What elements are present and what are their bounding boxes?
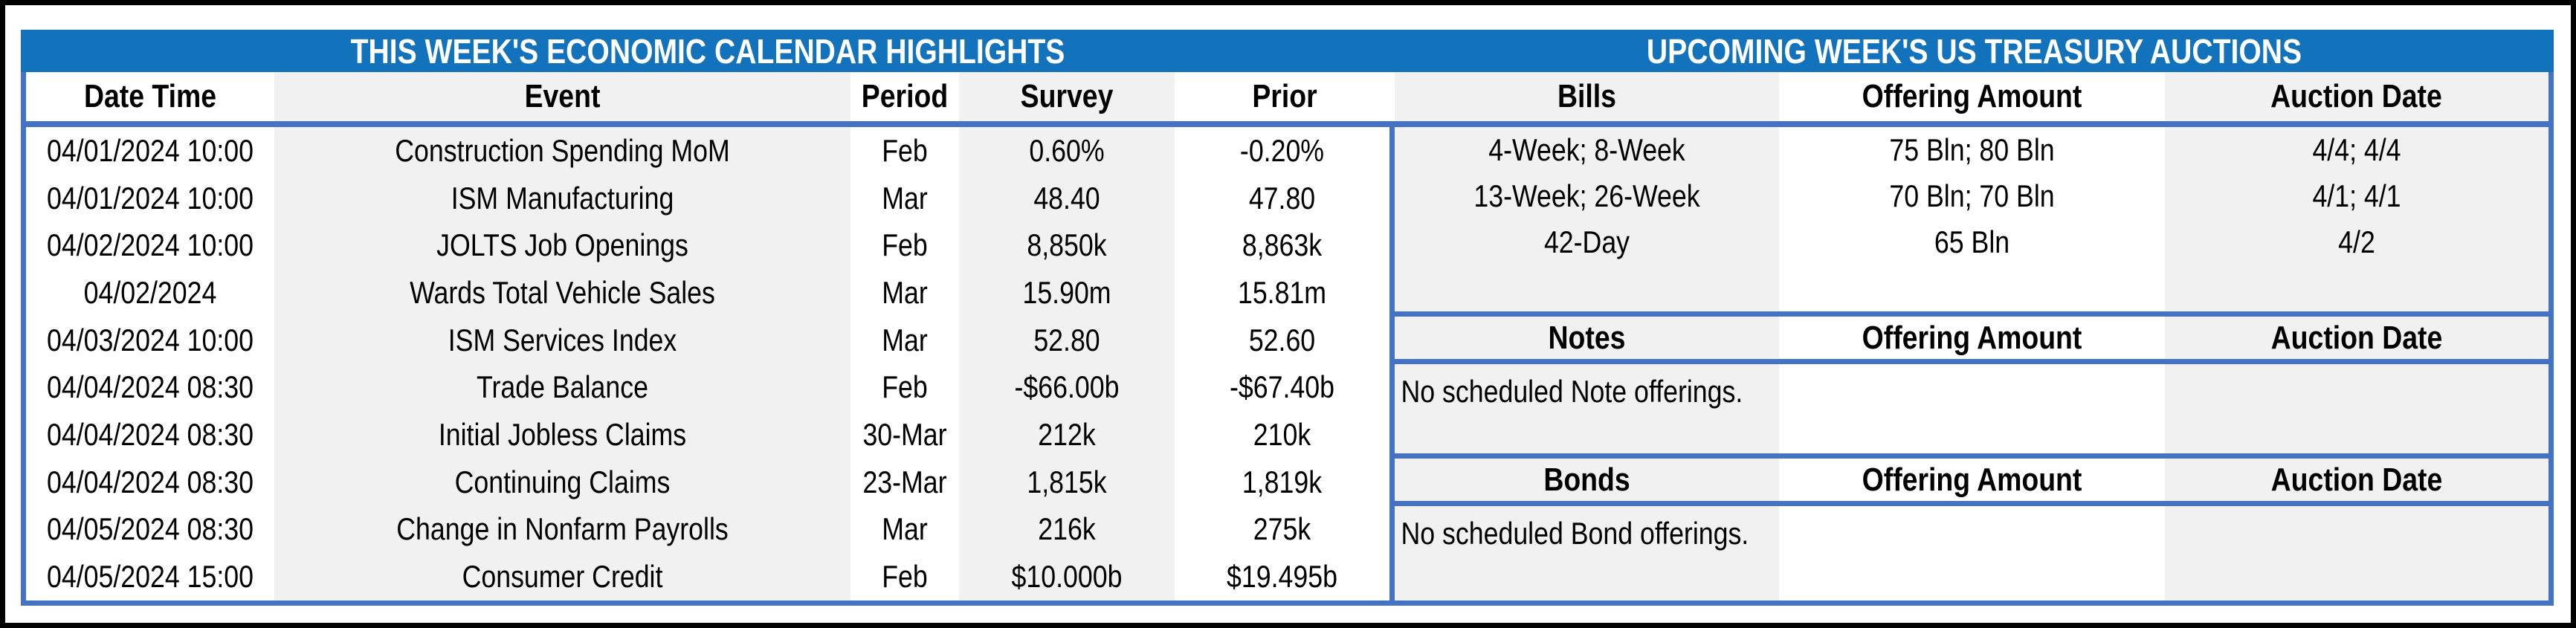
bonds-header-row: Bonds Offering Amount Auction Date: [1395, 459, 2548, 506]
cell-period: Feb: [882, 132, 928, 168]
cell-survey: $10.000b: [1011, 559, 1123, 595]
econ-auction-table: THIS WEEK'S ECONOMIC CALENDAR HIGHLIGHTS…: [21, 30, 2554, 606]
cell-survey: 216k: [1038, 511, 1096, 547]
cell-empty: [1808, 506, 2136, 601]
cell-datetime: 04/03/2024 10:00: [47, 322, 254, 357]
cell-event: ISM Services Index: [448, 322, 677, 357]
cell-period: 30-Mar: [862, 416, 947, 452]
header-notes: Notes: [1548, 319, 1626, 356]
cell-prior: -$67.40b: [1230, 369, 1334, 405]
header-bills: Bills: [1557, 78, 1616, 114]
cell-prior: 275k: [1253, 511, 1311, 547]
header-separator: [21, 121, 2554, 127]
header-event: Event: [524, 78, 601, 114]
title-bar: THIS WEEK'S ECONOMIC CALENDAR HIGHLIGHTS…: [21, 30, 2554, 72]
cell-datetime: 04/04/2024 08:30: [47, 369, 254, 405]
column-header-row: Date Time Event Period Survey Prior Bill…: [21, 72, 2554, 121]
header-offering-amount: Offering Amount: [1862, 78, 2082, 114]
cell-security: 42-Day: [1543, 224, 1630, 259]
cell-datetime: 04/02/2024: [83, 274, 217, 310]
cell-survey: 8,850k: [1027, 227, 1107, 263]
cell-offering-amount: 70 Bln; 70 Bln: [1889, 178, 2055, 213]
cell-survey: -$66.00b: [1014, 369, 1120, 405]
cell-datetime: 04/01/2024 10:00: [47, 132, 254, 168]
calendar-body-grid: 04/01/2024 10:00 Construction Spending M…: [26, 127, 1389, 601]
cell-survey: 15.90m: [1022, 274, 1111, 310]
cell-survey: 52.80: [1033, 322, 1100, 357]
cell-period: Mar: [882, 180, 928, 216]
auctions-title: UPCOMING WEEK'S US TREASURY AUCTIONS: [1646, 31, 2302, 71]
cell-event: ISM Manufacturing: [451, 180, 674, 216]
cell-period: Mar: [882, 511, 928, 547]
cell-prior: 52.60: [1248, 322, 1316, 357]
cell-prior: 8,863k: [1242, 227, 1323, 263]
cell-auction-date: 4/2: [2338, 224, 2375, 259]
auctions-body: 4-Week; 8-Week 75 Bln; 80 Bln 4/4; 4/4 1…: [1395, 127, 2548, 601]
cell-prior: 210k: [1253, 416, 1311, 452]
header-datetime: Date Time: [83, 78, 217, 114]
notes-message-row: No scheduled Note offerings.: [1395, 364, 2548, 459]
cell-prior: -0.20%: [1239, 132, 1325, 168]
cell-offering-amount: 65 Bln: [1934, 224, 2010, 259]
cell-datetime: 04/01/2024 10:00: [47, 180, 254, 216]
cell-period: Mar: [882, 274, 928, 310]
cell-datetime: 04/04/2024 08:30: [47, 416, 254, 452]
cell-empty: [2194, 265, 2520, 311]
notes-message: No scheduled Note offerings.: [1401, 374, 1743, 409]
cell-empty: [1808, 364, 2136, 453]
cell-survey: 48.40: [1033, 180, 1100, 216]
cell-event: Initial Jobless Claims: [438, 416, 687, 452]
table-body: 04/01/2024 10:00 Construction Spending M…: [21, 127, 2554, 601]
bills-section: 4-Week; 8-Week 75 Bln; 80 Bln 4/4; 4/4 1…: [1395, 127, 2548, 317]
section-divider: [1389, 127, 1395, 601]
cell-offering-amount: 75 Bln; 80 Bln: [1889, 132, 2055, 167]
cell-event: Construction Spending MoM: [395, 132, 730, 168]
cell-survey: 212k: [1038, 416, 1096, 452]
cell-auction-date: 4/1; 4/1: [2312, 178, 2401, 213]
cell-empty: [2194, 364, 2520, 453]
cell-event: Change in Nonfarm Payrolls: [396, 511, 729, 547]
cell-event: Wards Total Vehicle Sales: [410, 274, 715, 310]
cell-security: 13-Week; 26-Week: [1473, 178, 1700, 213]
header-notes-offering-amount: Offering Amount: [1862, 319, 2082, 356]
cell-survey: 1,815k: [1027, 464, 1107, 499]
header-prior: Prior: [1252, 78, 1317, 114]
cell-period: Mar: [882, 322, 928, 357]
cell-prior: 15.81m: [1237, 274, 1327, 310]
cell-security: 4-Week; 8-Week: [1488, 132, 1685, 167]
cell-event: Consumer Credit: [462, 559, 663, 595]
cell-datetime: 04/04/2024 08:30: [47, 464, 254, 499]
cell-period: Feb: [882, 559, 928, 595]
header-bonds-auction-date: Auction Date: [2270, 461, 2443, 498]
header-bonds: Bonds: [1543, 461, 1630, 498]
cell-prior: $19.495b: [1227, 559, 1337, 595]
cell-datetime: 04/05/2024 15:00: [47, 559, 254, 595]
cell-datetime: 04/02/2024 10:00: [47, 227, 254, 263]
cell-empty: [1424, 265, 1750, 311]
notes-header-row: Notes Offering Amount Auction Date: [1395, 317, 2548, 364]
cell-prior: 47.80: [1248, 180, 1316, 216]
cell-empty: [1808, 265, 2136, 311]
table-bottom-border: [21, 601, 2554, 606]
header-survey: Survey: [1020, 78, 1114, 114]
calendar-title: THIS WEEK'S ECONOMIC CALENDAR HIGHLIGHTS: [350, 31, 1065, 71]
header-bonds-offering-amount: Offering Amount: [1862, 461, 2082, 498]
cell-period: Feb: [882, 227, 928, 263]
cell-period: Feb: [882, 369, 928, 405]
cell-auction-date: 4/4; 4/4: [2312, 132, 2401, 167]
cell-event: JOLTS Job Openings: [436, 227, 688, 263]
header-period: Period: [861, 78, 949, 114]
cell-datetime: 04/05/2024 08:30: [47, 511, 254, 547]
cell-event: Trade Balance: [477, 369, 648, 405]
cell-period: 23-Mar: [862, 464, 947, 499]
cell-prior: 1,819k: [1242, 464, 1323, 499]
cell-event: Continuing Claims: [454, 464, 671, 499]
bonds-message-row: No scheduled Bond offerings.: [1395, 506, 2548, 601]
header-auction-date: Auction Date: [2270, 78, 2442, 114]
cell-empty: [2194, 506, 2520, 601]
bonds-message: No scheduled Bond offerings.: [1401, 516, 1749, 551]
cell-survey: 0.60%: [1029, 132, 1105, 168]
header-notes-auction-date: Auction Date: [2270, 319, 2443, 356]
